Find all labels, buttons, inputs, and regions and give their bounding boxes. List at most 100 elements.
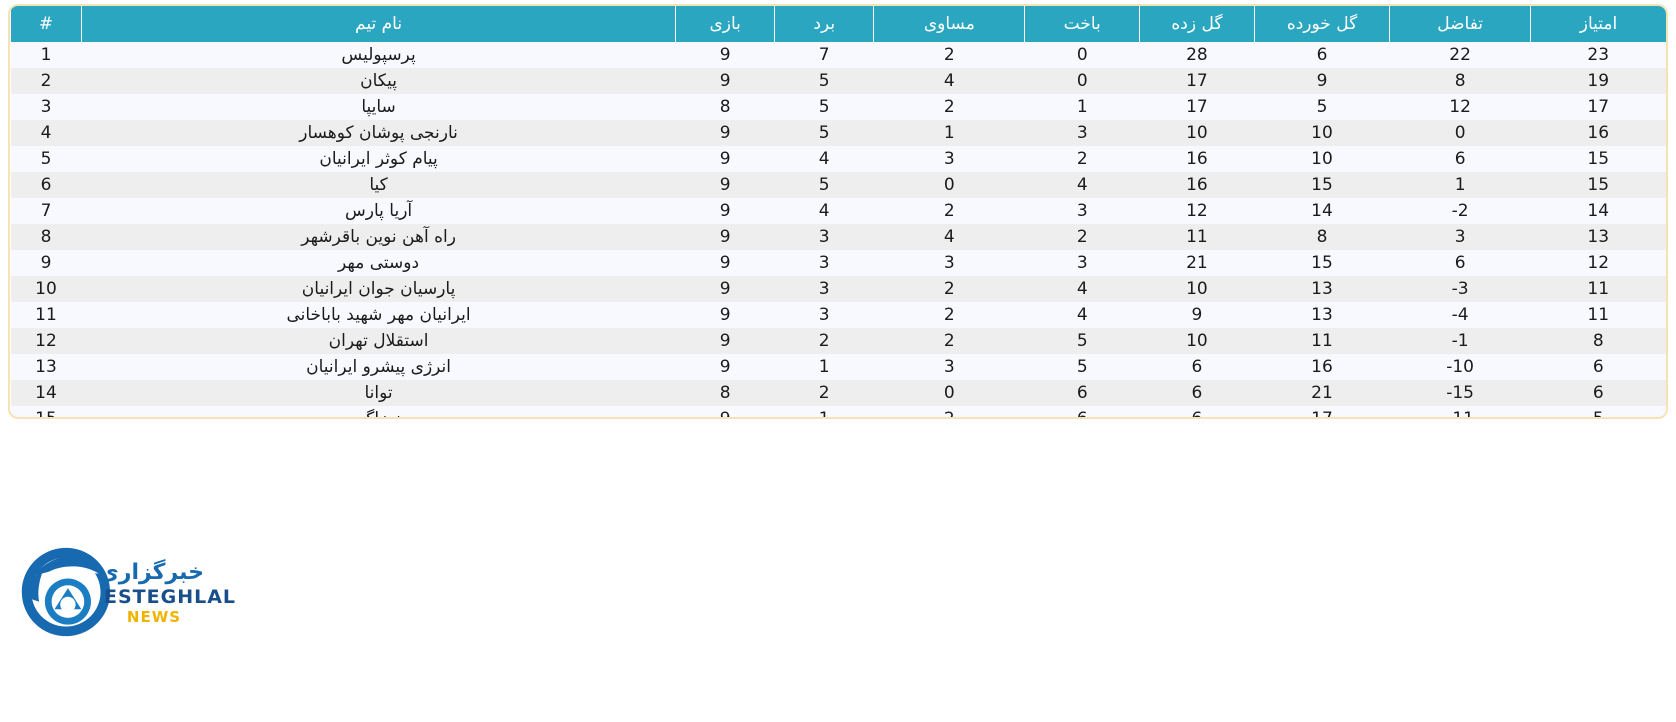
cell-draw: 2 xyxy=(873,328,1025,354)
cell-played: 8 xyxy=(675,94,775,120)
table-row[interactable]: 8 1- 11 10 5 2 2 9 استقلال تهران 12 xyxy=(10,328,1666,354)
cell-team[interactable]: پریز زاگرس xyxy=(81,406,676,417)
cell-rank: 14 xyxy=(10,380,82,406)
cell-goals-for: 17 xyxy=(1139,68,1255,94)
cell-goal-diff: 12 xyxy=(1389,94,1531,120)
cell-team[interactable]: ایرانیان مهر شهید باباخانی xyxy=(81,302,676,328)
cell-points: 11 xyxy=(1530,276,1666,302)
cell-played: 9 xyxy=(675,120,775,146)
table-row[interactable]: 11 4- 13 9 4 2 3 9 ایرانیان مهر شهید باباخانی 11 xyxy=(10,302,1666,328)
standings-table-body: 23 22 6 28 0 2 7 9 پرسپولیس 1 19 8 9 17 0 4 5 9 پیکان 2 17 12… xyxy=(10,42,1666,417)
cell-loss: 5 xyxy=(1024,354,1140,380)
cell-team[interactable]: پیکان xyxy=(81,68,676,94)
cell-goals-against: 9 xyxy=(1254,68,1390,94)
cell-played: 9 xyxy=(675,146,775,172)
cell-goals-against: 8 xyxy=(1254,224,1390,250)
cell-team[interactable]: انرژی پیشرو ایرانیان xyxy=(81,354,676,380)
cell-points: 15 xyxy=(1530,146,1666,172)
table-row[interactable]: 17 12 5 17 1 2 5 8 سایپا 3 xyxy=(10,94,1666,120)
cell-points: 13 xyxy=(1530,224,1666,250)
table-row[interactable]: 16 0 10 10 3 1 5 9 نارنجی پوشان کوهسار 4 xyxy=(10,120,1666,146)
cell-team[interactable]: کیا xyxy=(81,172,676,198)
table-row[interactable]: 15 6 10 16 2 3 4 9 پیام کوثر ایرانیان 5 xyxy=(10,146,1666,172)
cell-played: 9 xyxy=(675,250,775,276)
standings-table: امتیاز تفاضل گل خورده گل زده باخت مساوی … xyxy=(10,6,1666,417)
header-points[interactable]: امتیاز xyxy=(1529,6,1666,42)
cell-loss: 0 xyxy=(1024,68,1140,94)
table-row[interactable]: 13 3 8 11 2 4 3 9 راه آهن نوین باقرشهر 8 xyxy=(10,224,1666,250)
cell-rank: 3 xyxy=(10,94,82,120)
cell-draw: 2 xyxy=(873,42,1025,68)
cell-team[interactable]: پرسپولیس xyxy=(81,42,676,68)
table-row[interactable]: 14 2- 14 12 3 2 4 9 آریا پارس 7 xyxy=(10,198,1666,224)
header-goals-for[interactable]: گل زده xyxy=(1139,6,1255,42)
cell-points: 5 xyxy=(1530,406,1666,417)
cell-team[interactable]: سایپا xyxy=(81,94,676,120)
table-row[interactable]: 11 3- 13 10 4 2 3 9 پارسیان جوان ایرانیان 10 xyxy=(10,276,1666,302)
cell-draw: 2 xyxy=(873,302,1025,328)
cell-rank: 7 xyxy=(10,198,82,224)
cell-team[interactable]: دوستی مهر xyxy=(81,250,676,276)
cell-goals-for: 21 xyxy=(1139,250,1255,276)
cell-goals-against: 17 xyxy=(1254,406,1390,417)
header-goals-against[interactable]: گل خورده xyxy=(1253,6,1390,42)
cell-team[interactable]: راه آهن نوین باقرشهر xyxy=(81,224,676,250)
table-row[interactable]: 6 10- 16 6 5 3 1 9 انرژی پیشرو ایرانیان 13 xyxy=(10,354,1666,380)
cell-draw: 1 xyxy=(873,120,1025,146)
logo-wordmark: خبرگزاری ESTEGHLAL NEWS xyxy=(99,560,235,626)
cell-goal-diff: 6 xyxy=(1389,250,1531,276)
cell-win: 3 xyxy=(774,250,874,276)
header-goal-diff[interactable]: تفاضل xyxy=(1389,6,1531,42)
cell-loss: 3 xyxy=(1024,198,1140,224)
cell-rank: 10 xyxy=(10,276,82,302)
table-row[interactable]: 23 22 6 28 0 2 7 9 پرسپولیس 1 xyxy=(10,42,1666,68)
cell-goals-for: 6 xyxy=(1139,354,1255,380)
cell-loss: 6 xyxy=(1024,406,1140,417)
header-played[interactable]: بازی xyxy=(675,6,775,42)
cell-played: 9 xyxy=(675,42,775,68)
cell-loss: 4 xyxy=(1024,172,1140,198)
table-row[interactable]: 15 1 15 16 4 0 5 9 کیا 6 xyxy=(10,172,1666,198)
cell-points: 15 xyxy=(1530,172,1666,198)
table-row[interactable]: 5 11- 17 6 6 2 1 9 پریز زاگرس 15 xyxy=(10,406,1666,417)
cell-goal-diff: 3- xyxy=(1389,276,1531,302)
header-draw[interactable]: مساوی xyxy=(873,6,1025,42)
cell-team[interactable]: توانا xyxy=(81,380,676,406)
cell-win: 7 xyxy=(774,42,874,68)
header-rank[interactable]: # xyxy=(10,6,82,42)
cell-team[interactable]: نارنجی پوشان کوهسار xyxy=(81,120,676,146)
cell-team[interactable]: آریا پارس xyxy=(81,198,676,224)
cell-points: 17 xyxy=(1530,94,1666,120)
cell-team[interactable]: پیام کوثر ایرانیان xyxy=(81,146,676,172)
cell-draw: 0 xyxy=(873,172,1025,198)
cell-goals-against: 15 xyxy=(1254,250,1390,276)
header-team[interactable]: نام تیم xyxy=(80,6,676,42)
cell-win: 4 xyxy=(774,198,874,224)
cell-team[interactable]: استقلال تهران xyxy=(81,328,676,354)
cell-rank: 4 xyxy=(10,120,82,146)
cell-win: 3 xyxy=(774,276,874,302)
cell-goals-against: 13 xyxy=(1254,276,1390,302)
table-row[interactable]: 6 15- 21 6 6 0 2 8 توانا 14 xyxy=(10,380,1666,406)
cell-draw: 2 xyxy=(873,198,1025,224)
cell-points: 12 xyxy=(1530,250,1666,276)
cell-played: 9 xyxy=(675,276,775,302)
cell-team[interactable]: پارسیان جوان ایرانیان xyxy=(81,276,676,302)
cell-goal-diff: 0 xyxy=(1389,120,1531,146)
header-loss[interactable]: باخت xyxy=(1024,6,1140,42)
cell-goals-against: 13 xyxy=(1254,302,1390,328)
cell-draw: 3 xyxy=(873,354,1025,380)
cell-goals-against: 15 xyxy=(1254,172,1390,198)
cell-played: 9 xyxy=(675,406,775,417)
cell-win: 1 xyxy=(774,406,874,417)
table-row[interactable]: 19 8 9 17 0 4 5 9 پیکان 2 xyxy=(10,68,1666,94)
table-row[interactable]: 12 6 15 21 3 3 3 9 دوستی مهر 9 xyxy=(10,250,1666,276)
cell-goals-for: 10 xyxy=(1139,328,1255,354)
cell-played: 9 xyxy=(675,354,775,380)
cell-points: 14 xyxy=(1530,198,1666,224)
cell-win: 2 xyxy=(774,380,874,406)
cell-loss: 6 xyxy=(1024,380,1140,406)
site-logo[interactable]: خبرگزاری ESTEGHLAL NEWS xyxy=(18,538,235,648)
header-win[interactable]: برد xyxy=(774,6,874,42)
cell-loss: 2 xyxy=(1024,146,1140,172)
